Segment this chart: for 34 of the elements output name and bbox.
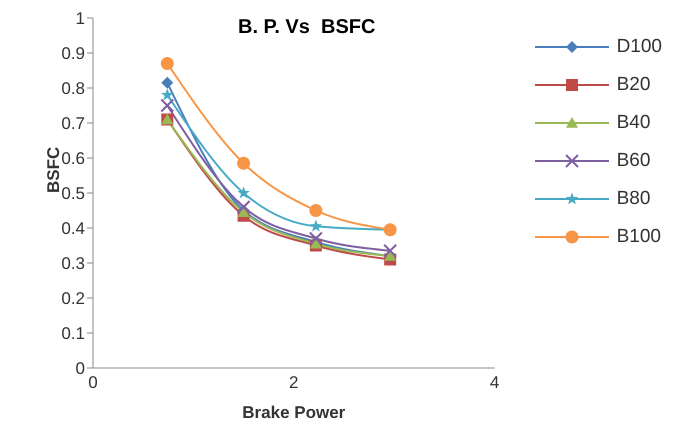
y-tick-label: 0.2 — [61, 289, 85, 308]
point — [161, 76, 174, 89]
point — [310, 220, 322, 232]
x-tick-label: 0 — [88, 373, 98, 392]
legend-label: B80 — [616, 188, 650, 210]
legend-label: B20 — [616, 74, 650, 96]
point — [308, 232, 323, 246]
y-tick-label: 0.9 — [61, 44, 85, 64]
point — [236, 200, 251, 214]
point — [160, 57, 174, 70]
legend-label: B40 — [616, 112, 650, 134]
y-axis-title: BSFC — [44, 146, 64, 193]
chart-title: B. P. Vs BSFC — [238, 16, 376, 39]
point — [237, 186, 250, 198]
legend-label: D100 — [616, 36, 662, 58]
legend-label: B60 — [616, 150, 650, 172]
y-tick-label: 0.5 — [61, 184, 85, 204]
y-tick-label: 0.7 — [61, 114, 85, 134]
y-tick-label: 1 — [76, 9, 85, 28]
y-tick-label: 0.1 — [61, 324, 85, 344]
x-tick-label: 2 — [289, 373, 299, 392]
point — [161, 88, 174, 100]
x-tick-label: 4 — [490, 373, 500, 392]
y-tick-label: 0.3 — [61, 254, 85, 274]
y-tick-label: 0.8 — [61, 79, 85, 98]
point — [160, 98, 174, 112]
point — [383, 244, 398, 258]
legend-label: B100 — [616, 226, 661, 248]
point — [237, 156, 250, 170]
point — [309, 204, 322, 217]
y-tick-label: 0.4 — [61, 219, 85, 238]
y-tick-label: 0.6 — [61, 149, 85, 168]
y-tick-label: 0 — [76, 359, 85, 378]
x-axis-title: Brake Power — [242, 403, 346, 422]
